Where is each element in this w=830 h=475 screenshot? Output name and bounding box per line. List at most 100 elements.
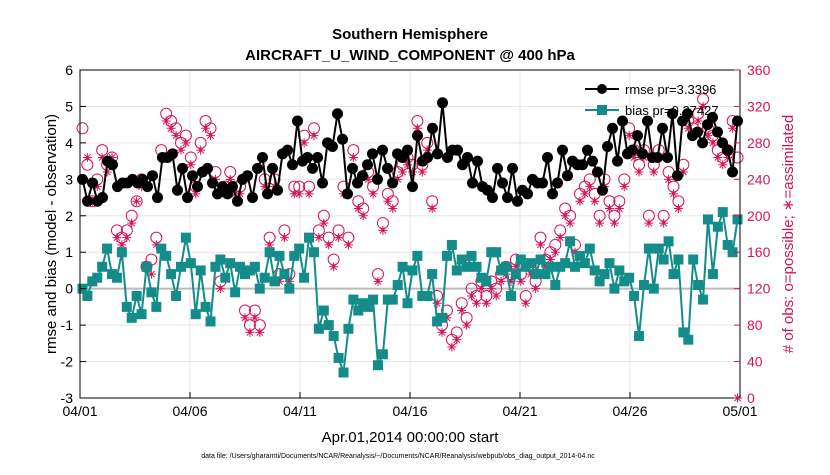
bias-marker (175, 261, 186, 272)
bias-marker (570, 261, 580, 272)
bias-marker (333, 352, 344, 363)
obs-assimilated-marker (161, 116, 171, 126)
obs-assimilated-marker (348, 152, 358, 162)
bias-marker (698, 294, 709, 305)
rmse-marker (82, 195, 93, 207)
obs-assimilated-marker (412, 123, 422, 133)
rmse-series (77, 97, 743, 207)
left-tick-label: 5 (65, 98, 73, 114)
obs-assimilated-marker (255, 327, 265, 337)
obs-assimilated-marker (329, 262, 339, 272)
legend-bias-text: bias pr=0.27427 (625, 103, 719, 118)
obs-assimilated-marker (373, 276, 383, 286)
rmse-marker (682, 108, 693, 120)
x-tick-label: 04/06 (172, 403, 207, 419)
obs-assimilated-marker (343, 240, 353, 250)
bias-marker (343, 323, 354, 334)
obs-assimilated-marker (659, 218, 669, 228)
rmse-marker (107, 159, 118, 171)
rmse-marker (202, 162, 213, 174)
bias-marker (210, 261, 221, 272)
obs-assimilated-marker (206, 131, 216, 141)
legend: rmse pr=3.3396 bias pr=0.27427 (585, 82, 719, 118)
chart-title-line2: AIRCRAFT_U_WIND_COMPONENT @ 400 hPa (245, 47, 575, 64)
bias-marker (161, 250, 172, 261)
obs-assimilated-marker (516, 276, 526, 286)
right-axis-ticks: 0 40 80 120 160 200 240 280 320 360 (734, 62, 771, 406)
left-tick-label: -1 (61, 317, 74, 333)
left-tick-label: 4 (65, 135, 73, 151)
obs-assimilated-marker (122, 233, 132, 243)
bias-marker (304, 232, 315, 243)
rmse-marker (712, 126, 723, 138)
obs-assimilated-marker (644, 218, 654, 228)
rmse-marker (147, 170, 158, 182)
obs-assimilated-marker (609, 218, 619, 228)
obs-assimilated-marker (388, 203, 398, 213)
legend-bias-marker (597, 105, 607, 115)
rmse-marker (232, 195, 243, 207)
x-tick-label: 04/11 (283, 403, 317, 419)
bias-marker (294, 243, 305, 254)
obs-possible-marker (130, 195, 143, 208)
bias-marker (284, 283, 295, 294)
obs-assimilated-marker (107, 152, 117, 162)
right-tick-label: 40 (747, 354, 763, 370)
bias-marker (230, 287, 241, 298)
obs-assimilated-marker (284, 276, 294, 286)
obs-assimilated-marker (422, 145, 432, 155)
bias-marker (407, 265, 418, 276)
bias-marker (323, 320, 334, 331)
rmse-marker (332, 108, 343, 120)
y-axis-label-right: # of obs: o=possible; ∗=assimilated (780, 115, 797, 354)
rmse-marker (382, 162, 393, 174)
rmse-marker (372, 173, 383, 185)
bias-marker (279, 269, 290, 280)
bias-marker (116, 247, 127, 258)
rmse-marker (607, 122, 618, 134)
rmse-marker (552, 177, 563, 189)
rmse-marker (462, 151, 473, 163)
obs-assimilated-marker (723, 152, 733, 162)
rmse-marker (182, 192, 193, 204)
left-tick-label: 1 (65, 244, 73, 260)
bias-marker (387, 294, 398, 305)
rmse-marker (672, 170, 683, 182)
rmse-marker (227, 181, 238, 193)
bias-marker (102, 243, 113, 254)
rmse-marker (652, 151, 663, 163)
obs-assimilated-marker (393, 174, 403, 184)
obs-assimilated-marker (407, 167, 417, 177)
obs-assimilated-marker (201, 123, 211, 133)
obs-assimilated-marker (378, 225, 388, 235)
obs-assimilated-marker (383, 196, 393, 206)
obs-assimilated-marker (403, 160, 413, 170)
rmse-marker (547, 188, 558, 200)
obs-assimilated-marker (693, 116, 703, 126)
rmse-marker (497, 177, 508, 189)
obs-assimilated-marker (398, 167, 408, 177)
rmse-marker (692, 126, 703, 138)
rmse-marker (252, 162, 263, 174)
bias-marker (727, 247, 738, 258)
bias-marker (545, 261, 556, 272)
obs-assimilated-marker (560, 211, 570, 221)
bias-marker (437, 312, 448, 323)
bias-marker (668, 269, 679, 280)
rmse-marker (302, 151, 313, 163)
bias-marker (180, 232, 191, 243)
bias-marker (131, 290, 142, 301)
obs-assimilated-marker (575, 196, 585, 206)
bias-marker (648, 283, 659, 294)
obs-assimilated-marker (703, 131, 713, 141)
rmse-marker (317, 177, 328, 189)
rmse-marker (192, 181, 203, 193)
bias-marker (126, 312, 137, 323)
rmse-marker (427, 122, 438, 134)
obs-assimilated-marker (708, 138, 718, 148)
bias-marker (456, 254, 467, 265)
bias-marker (604, 258, 615, 269)
obs-assimilated-marker (536, 240, 546, 250)
obs-assimilated-marker (102, 167, 112, 177)
